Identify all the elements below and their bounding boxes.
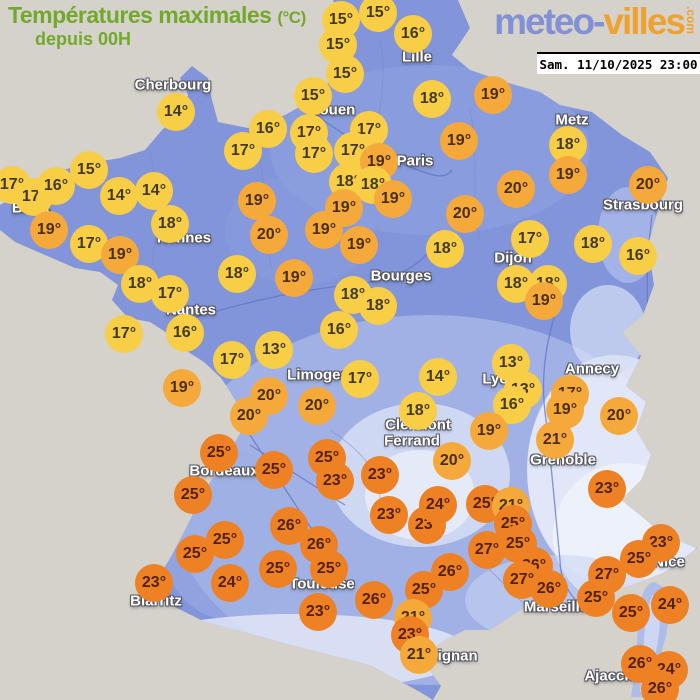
temp-bubble: 15° (294, 77, 332, 115)
city-label-metz: Metz (555, 111, 589, 129)
temp-bubble: 18° (574, 225, 612, 263)
temp-bubble: 20° (230, 397, 268, 435)
temp-bubble: 16° (619, 237, 657, 275)
city-label-ferrand: Ferrand (384, 432, 440, 450)
temp-bubble: 25° (255, 451, 293, 489)
temp-bubble: 19° (305, 211, 343, 249)
temp-bubble: 19° (374, 180, 412, 218)
title-subtitle: depuis 00H (35, 29, 132, 49)
temp-bubble: 23° (299, 593, 337, 631)
temp-bubble: 17° (151, 275, 189, 313)
logo-dotcom: .com (684, 6, 698, 35)
temp-bubble: 17° (213, 341, 251, 379)
temp-bubble: 19° (340, 226, 378, 264)
temp-bubble: 23° (588, 470, 626, 508)
temp-bubble: 26° (270, 507, 308, 545)
temp-bubble: 24° (651, 586, 689, 624)
temp-bubble: 25° (612, 594, 650, 632)
temp-bubble: 15° (359, 0, 397, 32)
temp-bubble: 23° (361, 456, 399, 494)
temp-bubble: 17° (295, 135, 333, 173)
temp-bubble: 21° (536, 421, 574, 459)
temp-bubble: 25° (310, 550, 348, 588)
temp-bubble: 19° (474, 76, 512, 114)
temp-bubble: 20° (433, 442, 471, 480)
logo-text-blue: meteo- (494, 1, 605, 42)
temp-bubble: 25° (577, 579, 615, 617)
temp-bubble: 18° (151, 205, 189, 243)
temp-bubble: 13° (255, 331, 293, 369)
temp-bubble: 23° (316, 462, 354, 500)
temp-bubble: 18° (549, 126, 587, 164)
temp-bubble: 17° (70, 225, 108, 263)
city-label-paris: Paris (396, 152, 434, 170)
temp-bubble: 20° (497, 170, 535, 208)
temp-bubble: 20° (629, 166, 667, 204)
temp-bubble: 24° (211, 564, 249, 602)
temp-bubble: 20° (446, 195, 484, 233)
temp-bubble: 25° (200, 434, 238, 472)
city-label-strasbourg: Strasbourg (602, 196, 684, 214)
temp-bubble: 14° (135, 172, 173, 210)
temp-bubble: 16° (320, 311, 358, 349)
temp-bubble: 20° (250, 216, 288, 254)
temp-bubble: 15° (70, 151, 108, 189)
temp-bubble: 26° (431, 553, 469, 591)
temp-bubble: 25° (176, 535, 214, 573)
temp-bubble: 19° (525, 282, 563, 320)
temp-bubble: 19° (238, 182, 276, 220)
page-title: Températures maximales (°C) depuis 00H (8, 2, 306, 50)
temp-bubble: 25° (174, 476, 212, 514)
temp-bubble: 17° (341, 360, 379, 398)
temp-bubble: 17° (511, 220, 549, 258)
temp-bubble: 25° (259, 550, 297, 588)
datetime-text: Sam. 11/10/2025 23:00 (539, 56, 698, 72)
temp-bubble: 14° (419, 358, 457, 396)
logo-text-orange: villes (603, 1, 686, 42)
datetime-badge: Sam. 11/10/2025 23:00 (537, 52, 700, 74)
temp-bubble: 23° (370, 496, 408, 534)
temp-bubble: 21° (400, 636, 438, 674)
title-text: Températures maximales (8, 2, 272, 28)
temp-bubble: 19° (470, 412, 508, 450)
temp-bubble: 26° (355, 581, 393, 619)
temp-bubble: 20° (600, 397, 638, 435)
meteo-villes-logo[interactable]: meteo-villes .com (494, 2, 698, 42)
temp-bubble: 14° (100, 177, 138, 215)
temp-bubble: 18° (426, 230, 464, 268)
temp-bubble: 19° (275, 259, 313, 297)
temp-bubble: 17° (105, 315, 143, 353)
temp-bubble: 16° (166, 314, 204, 352)
temp-bubble: 26° (530, 570, 568, 608)
temp-bubble: 18° (413, 80, 451, 118)
temp-bubble: 25° (620, 540, 658, 578)
city-label-cherbourg: Cherbourg (134, 76, 212, 94)
temp-bubble: 23° (135, 564, 173, 602)
temp-bubble: 19° (163, 369, 201, 407)
temp-bubble: 18° (359, 287, 397, 325)
city-label-bourges: Bourges (370, 267, 432, 285)
city-label-annecy: Annecy (564, 360, 620, 378)
city-label-limoges: Limoges (287, 366, 349, 384)
temp-bubble: 17° (224, 132, 262, 170)
temp-bubble: 20° (298, 387, 336, 425)
temp-bubble: 14° (157, 93, 195, 131)
temp-bubble: 26° (641, 670, 679, 700)
temp-bubble: 19° (549, 156, 587, 194)
temp-bubble: 26° (621, 645, 659, 683)
temp-bubble: 15° (319, 26, 357, 64)
temp-bubble: 24° (419, 486, 457, 524)
temp-bubble: 19° (30, 211, 68, 249)
temp-bubble: 16° (37, 167, 75, 205)
temp-bubble: 16° (394, 15, 432, 53)
title-unit: (°C) (277, 8, 306, 27)
temp-bubble: 18° (218, 255, 256, 293)
temp-bubble: 18° (399, 392, 437, 430)
temp-bubble: 15° (326, 55, 364, 93)
temp-bubble: 19° (440, 122, 478, 160)
